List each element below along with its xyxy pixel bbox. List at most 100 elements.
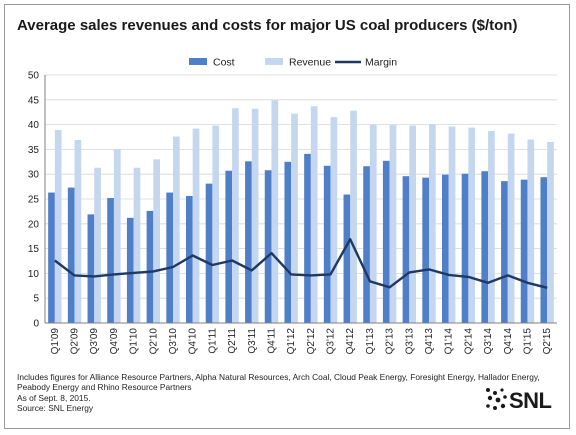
revenue-bar	[133, 167, 141, 323]
x-tick-label: Q3'14	[483, 328, 494, 355]
revenue-bar	[153, 159, 161, 323]
x-tick-label: Q1'14	[444, 328, 455, 355]
cost-bar	[48, 192, 55, 323]
note-line: Peabody Energy and Rhino Resource Partne…	[17, 382, 192, 393]
revenue-bar	[330, 117, 338, 323]
y-tick-label: 15	[28, 244, 40, 255]
snl-logo: SNL	[485, 386, 555, 416]
x-tick-label: Q1'13	[365, 328, 376, 355]
revenue-bar	[448, 126, 456, 323]
revenue-bar	[429, 124, 436, 323]
x-tick-label: Q1'15	[522, 328, 533, 355]
y-tick-label: 20	[28, 219, 40, 230]
y-tick-label: 0	[33, 319, 39, 330]
note-line: Includes figures for Alliance Resource P…	[17, 372, 540, 382]
y-tick-label: 50	[28, 71, 40, 82]
cost-bar	[304, 153, 311, 323]
revenue-bar	[251, 108, 259, 323]
x-tick-label: Q4'09	[109, 328, 120, 355]
x-tick-label: Q2'11	[227, 328, 238, 354]
cost-bar	[205, 183, 213, 323]
y-tick-label: 10	[28, 269, 40, 280]
revenue-bar	[369, 124, 377, 323]
cost-bar	[146, 210, 154, 323]
cost-bar	[264, 170, 272, 323]
cost-bar	[422, 177, 429, 323]
x-tick-label: Q4'12	[345, 328, 356, 355]
cost-bar	[402, 176, 410, 323]
x-tick-label: Q2'09	[70, 328, 81, 355]
cost-bar	[481, 171, 489, 323]
chart-frame: Average sales revenues and costs for maj…	[4, 4, 570, 429]
revenue-bar	[350, 110, 357, 323]
y-tick-label: 45	[28, 95, 40, 106]
margin-line	[54, 237, 548, 289]
cost-bar	[382, 160, 390, 323]
x-tick-label: Q2'15	[542, 328, 553, 355]
cost-bar	[323, 165, 331, 323]
note-line: As of Sept. 8, 2015.	[17, 392, 91, 403]
chart-notes: Includes figures for Alliance Resource P…	[17, 372, 540, 414]
x-tick-label: Q3'13	[404, 328, 415, 355]
x-tick-label: Q3'10	[168, 328, 179, 355]
cost-bar	[501, 181, 508, 323]
revenue-bar	[54, 130, 62, 323]
revenue-bar	[291, 113, 298, 323]
cost-bar	[126, 217, 134, 323]
revenue-bar	[507, 133, 515, 323]
y-tick-label: 35	[28, 145, 40, 156]
x-tick-label: Q4'14	[503, 328, 514, 355]
revenue-bar	[192, 128, 200, 323]
x-tick-label: Q4'13	[424, 328, 435, 355]
revenue-bar	[113, 149, 121, 323]
revenue-bar	[74, 139, 82, 323]
chart-plot: 0 5 10 15 20 25 30 35 40 45 50 Q1'09 Q2'09 Q3'09 Q4'09…	[28, 57, 557, 355]
x-tick-label: Q1'12	[286, 328, 297, 355]
legend-label-margin: Margin	[365, 57, 397, 69]
x-tick-label: Q1'11	[207, 328, 218, 354]
revenue-bar	[468, 127, 476, 324]
cost-bar	[540, 177, 548, 323]
x-tick-label: Q1'09	[50, 328, 61, 355]
x-tick-label: Q2'14	[463, 328, 474, 355]
cost-bar	[87, 214, 95, 323]
x-tick-label: Q3'11	[247, 328, 258, 354]
cost-bar	[185, 196, 193, 323]
legend-swatch-cost	[189, 58, 207, 65]
y-tick-label: 30	[28, 170, 40, 181]
cost-bar	[520, 179, 528, 323]
cost-bar	[245, 161, 252, 323]
revenue-bar	[389, 125, 397, 323]
revenue-bar	[94, 167, 101, 323]
revenue-bar	[547, 141, 554, 323]
cost-bar	[343, 194, 351, 323]
cost-bar	[284, 161, 292, 323]
y-tick-label: 25	[28, 195, 40, 206]
revenue-bar	[232, 108, 239, 324]
x-tick-label: Q2'12	[306, 328, 317, 355]
x-tick-label: Q2'13	[385, 328, 396, 355]
cost-bar	[107, 198, 114, 323]
revenue-bar	[409, 125, 417, 323]
cost-bar	[225, 170, 233, 323]
cost-bar	[441, 174, 449, 323]
revenue-bar	[488, 131, 495, 323]
revenue-bar	[527, 139, 535, 323]
revenue-bar	[212, 125, 220, 323]
revenue-bar	[173, 136, 180, 323]
y-tick-label: 5	[33, 294, 39, 305]
cost-bar	[67, 187, 75, 323]
cost-bar	[363, 166, 370, 323]
x-tick-label: Q4'11	[266, 328, 277, 354]
snl-dots-icon	[486, 388, 507, 410]
cost-bar	[461, 173, 469, 323]
x-tick-label: Q4'10	[188, 328, 199, 355]
snl-logo-text: SNL	[509, 388, 552, 413]
chart-title: Average sales revenues and costs for maj…	[17, 17, 518, 34]
x-tick-label: Q2'10	[148, 328, 159, 355]
legend-label-cost: Cost	[213, 57, 235, 69]
revenue-bar	[310, 106, 318, 323]
legend-label-revenue: Revenue	[289, 57, 331, 69]
x-tick-label: Q3'09	[89, 328, 100, 355]
x-tick-label: Q3'12	[326, 328, 337, 355]
